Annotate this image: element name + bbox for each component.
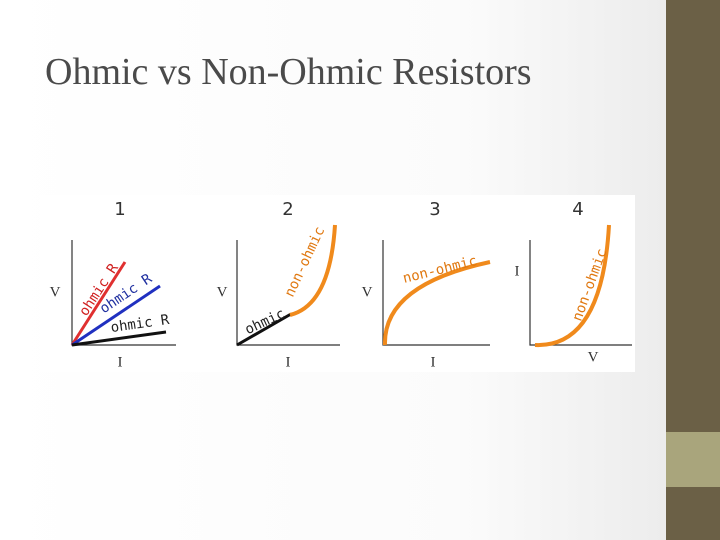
curve [534,224,611,348]
y-label: V [362,284,373,300]
axes [529,240,632,346]
y-label: V [217,284,228,300]
title: Ohmic vs Non-Ohmic Resistors [45,51,532,93]
sidebar-accent [666,432,720,487]
x-label: V [588,349,599,365]
curve [236,312,292,347]
x-label: I [286,354,291,370]
x-label: I [118,354,123,370]
curve [289,224,337,317]
x-label: I [431,354,436,370]
curve [71,284,161,347]
curve [382,260,491,346]
panel-number: 3 [429,199,440,220]
panel-number: 4 [572,199,583,220]
y-label: I [515,263,520,279]
panel-number: 2 [282,199,293,220]
y-label: V [50,284,61,300]
curve [70,261,127,346]
diagram-area [40,195,635,372]
panel-number: 1 [114,199,125,220]
curve [71,330,167,347]
